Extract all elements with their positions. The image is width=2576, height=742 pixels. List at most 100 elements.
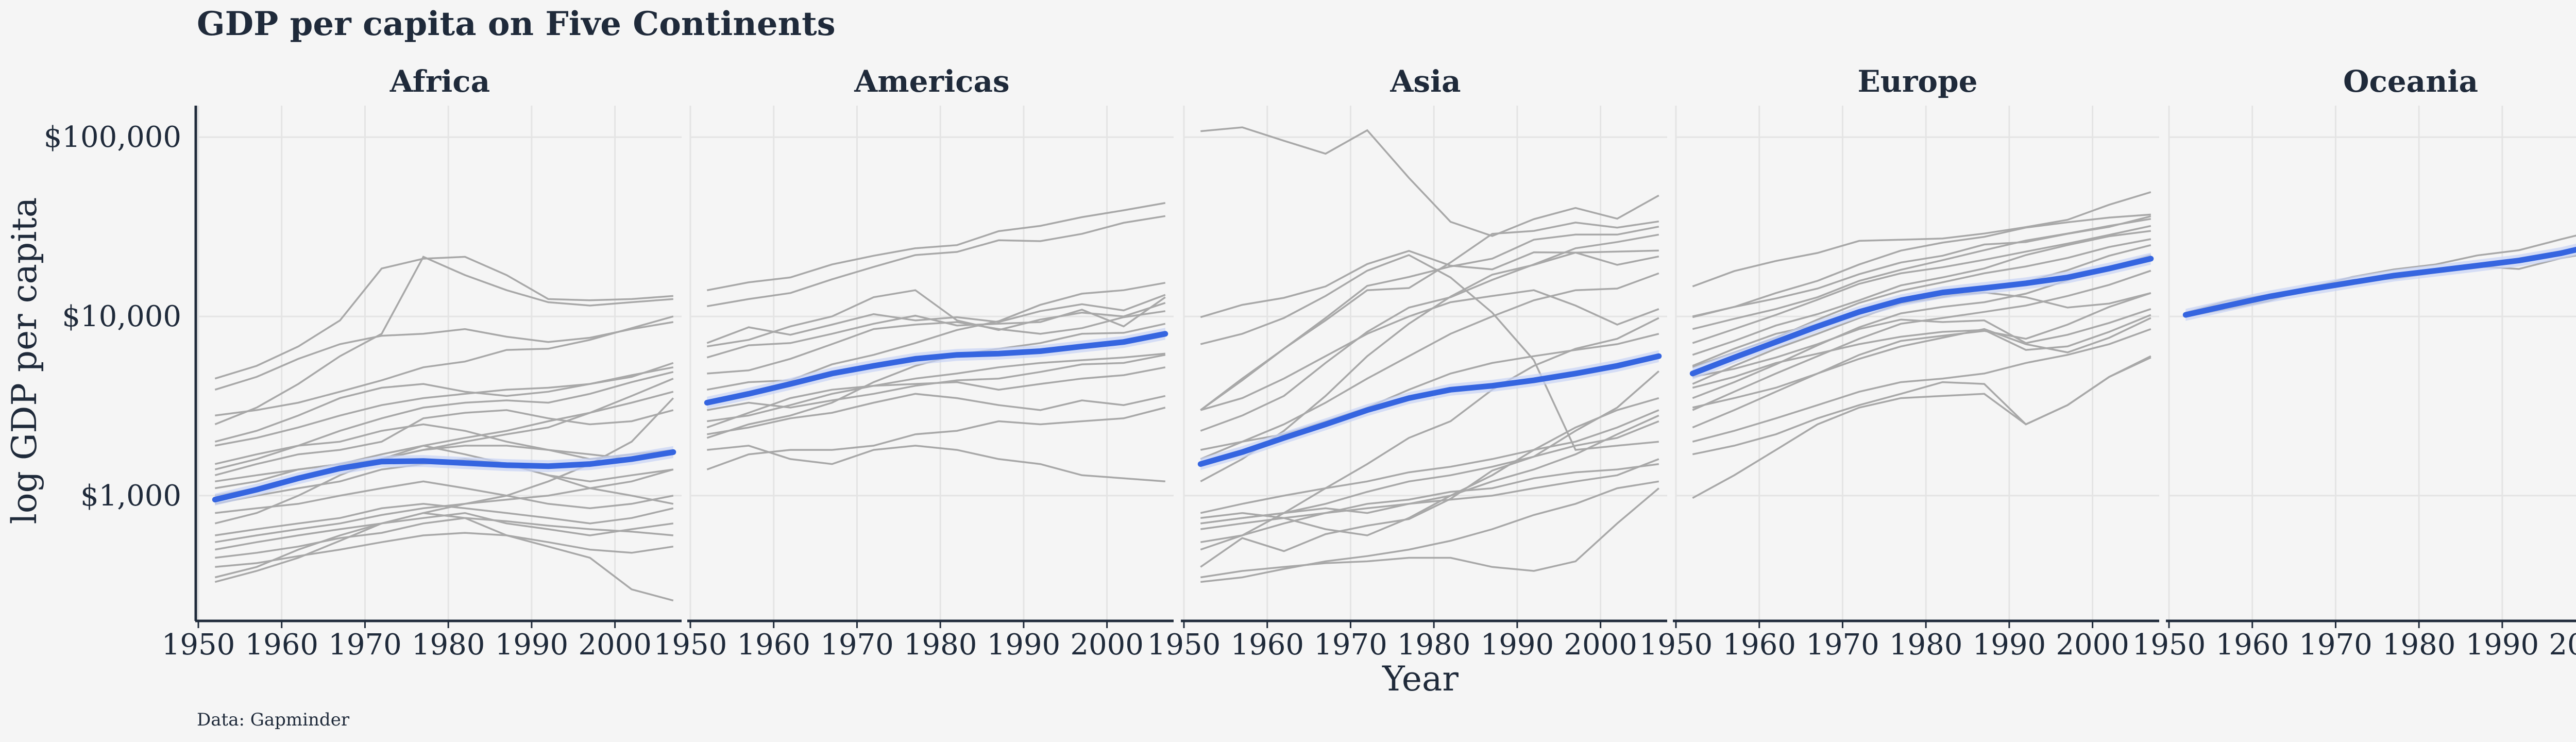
country-line <box>1200 233 1659 432</box>
x-tick-label: 2000 <box>1564 628 1637 662</box>
x-tick-label: 2000 <box>1070 628 1144 662</box>
x-tick-label: 2000 <box>2549 628 2576 662</box>
country-line <box>1692 218 2151 330</box>
country-line <box>1200 409 1659 514</box>
x-tick-label: 1990 <box>987 628 1061 662</box>
x-tick-label: 1970 <box>820 628 894 662</box>
country-line <box>1200 126 1659 237</box>
x-tick-label: 2000 <box>2056 628 2129 662</box>
country-line <box>707 310 1166 375</box>
country-line <box>1200 463 1659 543</box>
country-line <box>706 407 1166 470</box>
x-tick-label: 1980 <box>1397 628 1471 662</box>
country-line <box>214 256 673 426</box>
country-line <box>1692 357 2151 499</box>
x-tick-label: 1990 <box>1973 628 2046 662</box>
x-tick-label: 1950 <box>1147 628 1221 662</box>
country-line <box>215 468 674 543</box>
x-tick-label: 1960 <box>737 628 810 662</box>
x-tick-label: 1980 <box>412 628 485 662</box>
facet-panel-asia: Asia 1950 1960 1970 1980 1990 2000 <box>1147 64 1667 662</box>
x-tick-label: 1980 <box>904 628 977 662</box>
country-line <box>215 532 674 568</box>
facet-panels: Africa 1950 1960 1970 1980 1990 2000 Americas 19… <box>162 64 2576 662</box>
x-tick-label: 1950 <box>1639 628 1713 662</box>
trend-confidence-band <box>215 446 673 506</box>
facet-label: Oceania <box>2343 64 2478 99</box>
chart-caption: Data: Gapminder <box>197 710 350 730</box>
country-line <box>1692 191 2151 288</box>
country-line <box>706 202 1166 292</box>
country-line <box>214 423 673 465</box>
country-line <box>1200 272 1659 460</box>
facet-label: Asia <box>1389 64 1461 99</box>
x-tick-label: 1980 <box>1889 628 1963 662</box>
country-line <box>1692 225 2151 344</box>
facet-panel-oceania: Oceania 1950 1960 1970 1980 1990 2000 <box>2132 64 2576 662</box>
country-line <box>214 391 674 525</box>
country-line <box>214 256 673 380</box>
trend-line <box>1197 353 1662 467</box>
country-line <box>707 215 1166 308</box>
country-line <box>214 321 674 391</box>
country-line <box>1200 397 1659 536</box>
x-tick-label: 1970 <box>2299 628 2372 662</box>
x-tick-label: 1970 <box>1806 628 1879 662</box>
country-line <box>1200 289 1659 411</box>
country-line <box>214 409 674 476</box>
x-tick-label: 1960 <box>1722 628 1796 662</box>
country-line <box>707 393 1166 435</box>
country-line <box>1692 308 2151 378</box>
country-line <box>1692 244 2151 385</box>
trend-line <box>704 331 1168 406</box>
country-line <box>1692 317 2151 409</box>
country-line <box>1200 370 1659 568</box>
country-line <box>1200 458 1659 530</box>
country-line <box>1200 250 1659 318</box>
x-tick-label: 1970 <box>328 628 402 662</box>
country-line <box>1200 420 1659 525</box>
x-tick-label: 1980 <box>2382 628 2456 662</box>
facet-label: Africa <box>389 64 490 99</box>
country-line <box>706 282 1166 391</box>
chart-title: GDP per capita on Five Continents <box>197 5 836 43</box>
trend-line <box>212 449 676 503</box>
x-tick-label: 1990 <box>1481 628 1554 662</box>
x-axis-title: Year <box>1382 659 1459 699</box>
country-line <box>214 512 674 602</box>
country-line <box>215 480 674 514</box>
facet-panel-africa: Africa 1950 1960 1970 1980 1990 2000 <box>162 64 682 662</box>
facet-panel-europe: Europe 1950 1960 1970 1980 1990 2000 <box>1639 64 2159 662</box>
country-line <box>706 294 1166 344</box>
x-tick-label: 1950 <box>654 628 727 662</box>
country-line <box>1692 213 2151 318</box>
country-line <box>215 445 674 505</box>
country-line <box>214 362 674 443</box>
country-line <box>706 352 1165 429</box>
country-line <box>1692 292 2151 429</box>
country-line <box>707 366 1166 423</box>
country-line <box>215 517 673 559</box>
trend-line <box>1689 256 2154 377</box>
y-tick-label: $100,000 <box>44 121 181 154</box>
y-tick-label: $1,000 <box>80 479 181 513</box>
facet-panel-americas: Americas 1950 1960 1970 1980 1990 2000 <box>654 64 1174 662</box>
country-line <box>707 289 1166 348</box>
country-line <box>1692 230 2151 356</box>
country-line <box>1692 314 2151 389</box>
facet-label: Europe <box>1857 64 1977 99</box>
x-tick-label: 1960 <box>2215 628 2289 662</box>
facet-label: Americas <box>854 64 1009 99</box>
trend-confidence-band <box>2185 243 2576 321</box>
country-line <box>1200 487 1659 579</box>
y-axis-title: log GDP per capita <box>5 197 44 524</box>
x-tick-label: 1970 <box>1314 628 1387 662</box>
x-tick-label: 1960 <box>1230 628 1304 662</box>
trend-line <box>2182 246 2576 318</box>
country-line <box>1692 355 2151 456</box>
x-tick-label: 2000 <box>578 628 652 662</box>
country-line <box>1200 226 1659 411</box>
country-line <box>1200 254 1659 451</box>
country-line <box>1200 480 1659 583</box>
